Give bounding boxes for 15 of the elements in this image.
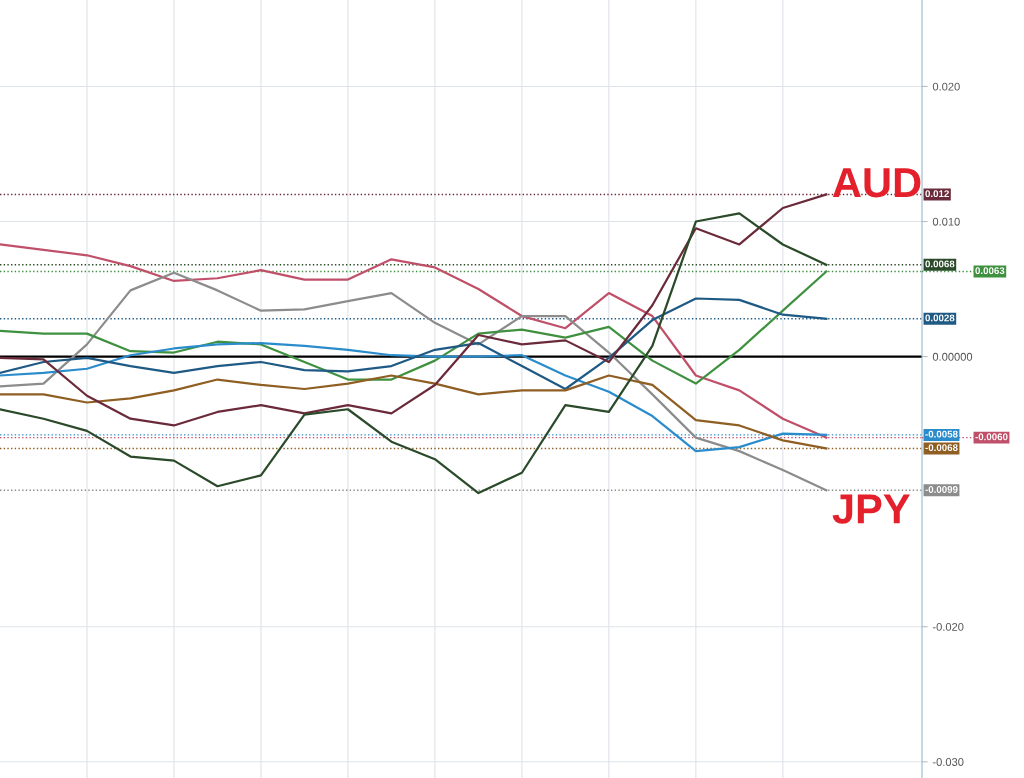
y-tick-label: 0.00000 bbox=[932, 352, 973, 361]
ref-line-label: 0.0068 bbox=[925, 260, 955, 268]
ref-line-label: 0.0028 bbox=[925, 314, 955, 322]
y-tick-label: -0.020 bbox=[932, 622, 964, 631]
legend-label: AUD bbox=[832, 168, 921, 198]
y-tick-label: 0.020 bbox=[932, 82, 960, 91]
ref-line-label: 0.012 bbox=[925, 190, 949, 198]
y-tick-label: 0.010 bbox=[932, 217, 960, 226]
legend-label: JPY bbox=[832, 494, 910, 524]
ref-line-label: -0.0099 bbox=[925, 486, 958, 493]
y-tick-label: -0.030 bbox=[932, 758, 964, 766]
ref-line-label: -0.0060 bbox=[975, 433, 1008, 441]
ref-line-label: 0.0063 bbox=[975, 267, 1005, 275]
ref-line-label: -0.0058 bbox=[925, 430, 958, 438]
ref-line-label: -0.0068 bbox=[925, 444, 958, 452]
